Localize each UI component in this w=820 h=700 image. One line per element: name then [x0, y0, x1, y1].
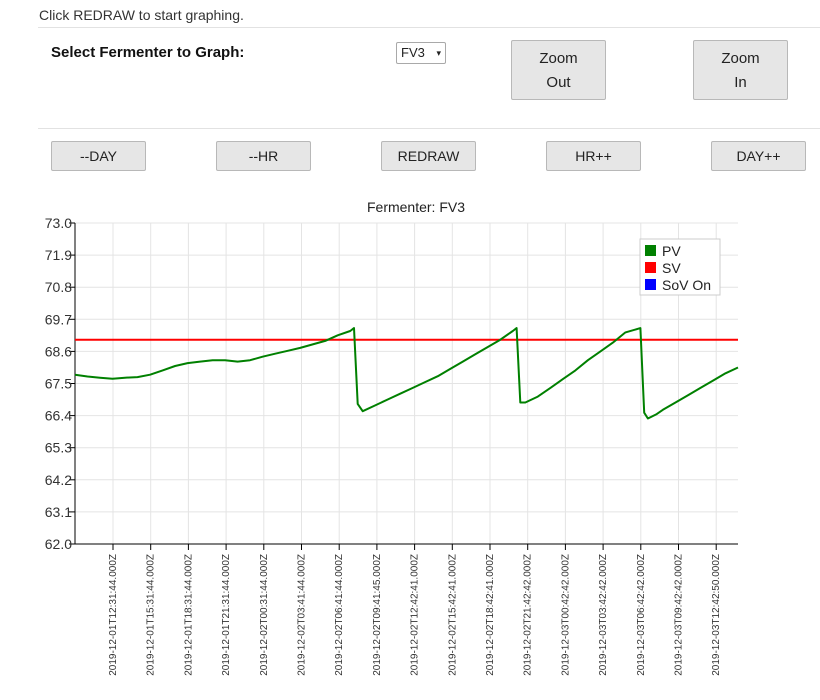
- x-tick-label: 2019-12-01T12:31:44.000Z: [108, 554, 119, 676]
- y-tick-label: 66.4: [45, 408, 72, 424]
- divider-middle: [38, 128, 820, 129]
- series-pv-line: [74, 327, 739, 420]
- chart-grid: [75, 222, 738, 545]
- y-tick-label: 70.8: [45, 279, 72, 295]
- y-tick-label: 69.7: [45, 311, 72, 327]
- legend-swatch-pv: [645, 245, 656, 256]
- x-tick-label: 2019-12-03T00:42:42.000Z: [560, 554, 571, 676]
- fermenter-chart: Fermenter: FV3 73.0 71.9 70.8 69.7 68.6 67.5 6…: [45, 199, 739, 676]
- legend-label-pv: PV: [662, 243, 681, 259]
- y-tick-label: 62.0: [45, 536, 72, 552]
- x-tick-label: 2019-12-02T12:42:41.000Z: [410, 554, 421, 676]
- legend-label-sv: SV: [662, 260, 681, 276]
- x-tick-label: 2019-12-02T09:41:45.000Z: [372, 554, 383, 676]
- divider-top: [38, 27, 820, 28]
- y-axis: 73.0 71.9 70.8 69.7 68.6 67.5 66.4 65.3 64.2 63.1…: [45, 215, 76, 552]
- x-tick-label: 2019-12-03T06:42:42.000Z: [636, 554, 647, 676]
- minus-hour-button[interactable]: --HR: [216, 141, 311, 171]
- y-tick-label: 68.6: [45, 343, 72, 359]
- y-tick-label: 64.2: [45, 472, 72, 488]
- x-tick-label: 2019-12-02T06:41:44.000Z: [334, 554, 345, 676]
- redraw-button[interactable]: REDRAW: [381, 141, 476, 171]
- plus-day-button[interactable]: DAY++: [711, 141, 806, 171]
- y-tick-label: 63.1: [45, 504, 72, 520]
- fermenter-select-value: FV3: [401, 45, 425, 60]
- legend-swatch-sv: [645, 262, 656, 273]
- x-tick-label: 2019-12-02T03:41:44.000Z: [297, 554, 308, 676]
- x-tick-label: 2019-12-02T15:42:41.000Z: [447, 554, 458, 676]
- x-tick-label: 2019-12-03T09:42:42.000Z: [674, 554, 685, 676]
- x-axis: 2019-12-01T12:31:44.000Z 2019-12-01T15:31…: [75, 543, 738, 676]
- zoom-in-label-line1: Zoom: [721, 50, 760, 67]
- chart-lines: [74, 327, 739, 420]
- zoom-out-button[interactable]: Zoom Out: [511, 40, 606, 100]
- minus-day-button[interactable]: --DAY: [51, 141, 146, 171]
- x-tick-label: 2019-12-01T15:31:44.000Z: [146, 554, 157, 676]
- legend-swatch-sov-on: [645, 279, 656, 290]
- x-tick-label: 2019-12-01T18:31:44.000Z: [183, 554, 194, 676]
- chevron-down-icon: ▾: [436, 48, 441, 58]
- plus-hour-button[interactable]: HR++: [546, 141, 641, 171]
- y-tick-label: 67.5: [45, 376, 72, 392]
- legend-label-sov-on: SoV On: [662, 277, 711, 293]
- fermenter-select[interactable]: FV3 ▾: [396, 42, 446, 64]
- x-tick-label: 2019-12-02T21:42:42.000Z: [523, 554, 534, 676]
- select-fermenter-label: Select Fermenter to Graph:: [51, 44, 245, 61]
- y-tick-label: 73.0: [45, 215, 72, 231]
- status-text: Click REDRAW to start graphing.: [39, 7, 244, 23]
- y-tick-label: 65.3: [45, 440, 72, 456]
- x-tick-label: 2019-12-03T12:42:50.000Z: [711, 554, 722, 676]
- x-tick-label: 2019-12-02T00:31:44.000Z: [259, 554, 270, 676]
- zoom-in-button[interactable]: Zoom In: [693, 40, 788, 100]
- y-tick-label: 71.9: [45, 247, 72, 263]
- zoom-out-label-line2: Out: [546, 74, 571, 91]
- chart-title: Fermenter: FV3: [367, 199, 465, 215]
- zoom-out-label-line1: Zoom: [539, 50, 578, 67]
- zoom-in-label-line2: In: [734, 74, 747, 91]
- x-tick-label: 2019-12-02T18:42:41.000Z: [485, 554, 496, 676]
- x-tick-label: 2019-12-01T21:31:44.000Z: [221, 554, 232, 676]
- x-tick-label: 2019-12-03T03:42:42.000Z: [598, 554, 609, 676]
